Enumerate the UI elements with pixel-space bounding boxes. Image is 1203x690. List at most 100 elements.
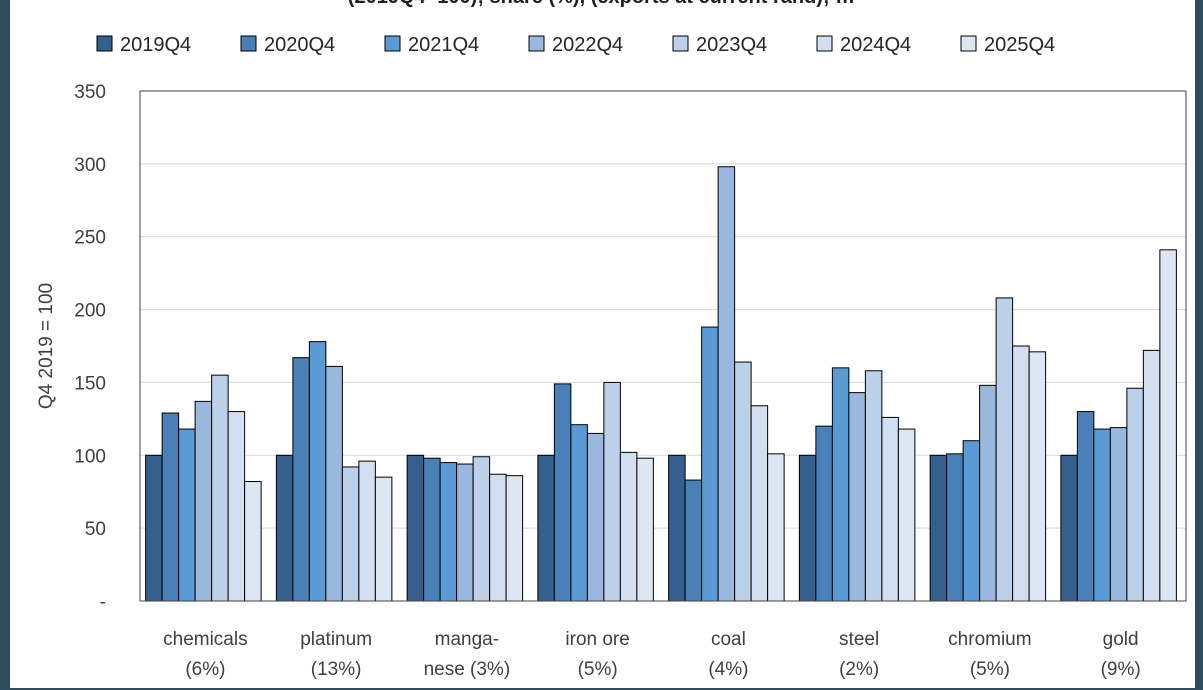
legend-swatch — [528, 35, 545, 52]
bar-2024Q4-3 — [619, 451, 638, 602]
bar-2019Q4-5 — [798, 454, 817, 602]
legend-swatch — [240, 35, 257, 52]
bar-2022Q4-4 — [717, 166, 736, 602]
bar-2025Q4-0 — [244, 481, 262, 602]
bar-2024Q4-1 — [358, 460, 376, 602]
y-tick-label: - — [100, 592, 106, 613]
bar-2019Q4-6 — [929, 454, 948, 602]
bar-2020Q4-4 — [684, 479, 703, 602]
legend: 2019Q4 2020Q4 2021Q4 2022Q4 2023Q4 2024Q4 2025… — [96, 34, 1055, 56]
bar-2023Q4-1 — [341, 466, 360, 602]
bar-2022Q4-6 — [979, 384, 997, 602]
bar-2021Q4-4 — [701, 326, 719, 602]
bar-2024Q4-4 — [750, 405, 769, 602]
x-tick-label: (5%) — [578, 659, 618, 680]
bar-2020Q4-7 — [1076, 411, 1095, 602]
x-tick-label: chemicals — [163, 629, 247, 650]
bar-2020Q4-5 — [815, 425, 833, 602]
bar-2021Q4-5 — [831, 367, 850, 602]
legend-label: 2024Q4 — [840, 34, 911, 56]
x-tick-label: (2%) — [839, 659, 879, 680]
bar-2021Q4-6 — [962, 440, 981, 602]
x-tick-label: chromium — [948, 629, 1031, 650]
bar-2021Q4-0 — [178, 428, 196, 602]
x-tick-label: nese (3%) — [424, 659, 511, 680]
y-tick-label: 50 — [85, 519, 106, 540]
x-tick-label: manga- — [435, 629, 499, 650]
bar-2020Q4-3 — [553, 383, 572, 602]
legend-swatch — [672, 35, 689, 52]
bar-2022Q4-5 — [848, 392, 866, 602]
legend-label: 2022Q4 — [552, 34, 623, 56]
y-tick-label: 300 — [74, 155, 106, 176]
bar-2023Q4-3 — [603, 381, 621, 602]
bar-2023Q4-5 — [864, 370, 883, 602]
x-tick-label: (4%) — [708, 659, 748, 680]
legend-swatch — [96, 35, 113, 52]
bar-2019Q4-7 — [1060, 454, 1078, 602]
bar-2019Q4-0 — [145, 454, 163, 602]
legend-label: 2025Q4 — [984, 34, 1055, 56]
x-tick-label: iron ore — [565, 629, 629, 650]
bar-2020Q4-2 — [423, 457, 441, 602]
bar-2025Q4-3 — [636, 457, 654, 602]
bar-2022Q4-7 — [1109, 427, 1128, 602]
x-tick-label: steel — [839, 629, 879, 650]
bars — [145, 166, 1177, 602]
bar-2023Q4-7 — [1126, 387, 1144, 602]
bar-2019Q4-2 — [406, 454, 425, 602]
bar-2020Q4-1 — [292, 357, 310, 602]
bar-2024Q4-5 — [881, 416, 899, 602]
bar-2021Q4-7 — [1093, 428, 1111, 602]
bar-2023Q4-2 — [472, 456, 491, 602]
x-tick-label: gold — [1103, 629, 1139, 650]
bar-2025Q4-4 — [767, 453, 785, 602]
bar-2020Q4-0 — [161, 412, 180, 602]
bar-2020Q4-6 — [946, 453, 964, 602]
bar-2022Q4-0 — [194, 400, 213, 602]
bar-2022Q4-1 — [325, 365, 343, 602]
legend-label: 2023Q4 — [696, 34, 767, 56]
legend-swatch — [960, 35, 977, 52]
x-tick-label: (13%) — [311, 659, 362, 680]
legend-label: 2020Q4 — [264, 34, 335, 56]
bar-2024Q4-7 — [1142, 349, 1161, 602]
y-tick-label: 350 — [74, 82, 106, 103]
bar-2025Q4-5 — [897, 428, 916, 602]
legend-label: 2021Q4 — [408, 34, 479, 56]
plot-area-border — [139, 90, 1187, 602]
bar-2021Q4-3 — [570, 424, 588, 602]
bar-2025Q4-2 — [505, 475, 524, 602]
y-tick-label: 150 — [74, 373, 106, 394]
bar-2023Q4-6 — [995, 297, 1014, 602]
y-tick-label: 100 — [74, 446, 106, 467]
bar-2025Q4-6 — [1028, 351, 1047, 602]
bar-2023Q4-0 — [211, 374, 229, 602]
bar-2019Q4-4 — [668, 454, 686, 602]
y-axis: - 50 100 150 200 250 300 350 — [74, 82, 106, 613]
bar-2021Q4-2 — [439, 462, 458, 602]
bar-2024Q4-6 — [1012, 345, 1030, 602]
bar-2025Q4-1 — [374, 476, 393, 602]
bar-2019Q4-1 — [275, 454, 294, 602]
bar-2024Q4-2 — [489, 473, 507, 602]
bar-2023Q4-4 — [734, 361, 752, 602]
y-axis-title: Q4 2019 = 100 — [36, 283, 57, 409]
bar-2022Q4-2 — [456, 463, 474, 602]
bar-2019Q4-3 — [537, 454, 555, 602]
legend-swatch — [384, 35, 401, 52]
bar-2022Q4-3 — [586, 432, 605, 602]
bar-2025Q4-7 — [1159, 249, 1177, 602]
x-tick-label: platinum — [300, 629, 372, 650]
x-tick-label: coal — [711, 629, 746, 650]
y-tick-label: 250 — [74, 228, 106, 249]
y-tick-label: 200 — [74, 301, 106, 322]
x-tick-label: (9%) — [1101, 659, 1141, 680]
x-tick-label: (6%) — [185, 659, 225, 680]
bar-2024Q4-0 — [227, 411, 246, 602]
x-axis: chemicals (6%) platinum (13%) manga-nese (3%… — [163, 629, 1141, 680]
chart-title-fragment: (2019Q4=100); share (%), (exports at cur… — [0, 0, 1203, 9]
legend-label: 2019Q4 — [120, 34, 191, 56]
legend-swatch — [816, 35, 833, 52]
